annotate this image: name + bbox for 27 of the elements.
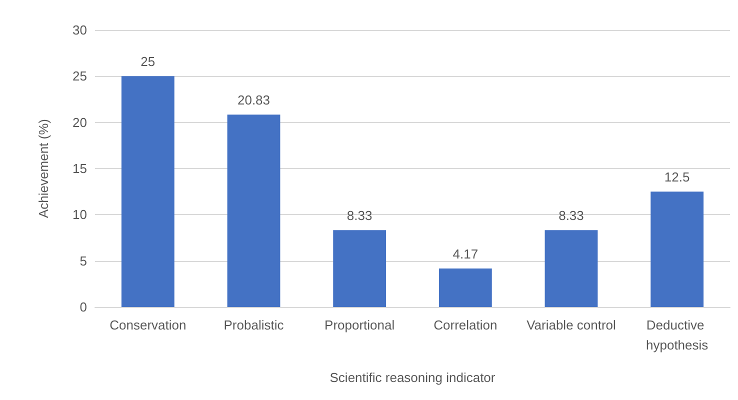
bar bbox=[544, 230, 598, 307]
y-tick-label: 30 bbox=[72, 22, 87, 38]
data-label: 8.33 bbox=[346, 208, 372, 224]
x-tick-label: Correlation bbox=[434, 318, 498, 332]
y-tick-label: 5 bbox=[80, 253, 87, 268]
x-tick-label: Conservation bbox=[110, 318, 186, 332]
bar bbox=[333, 230, 386, 307]
data-label: 12.5 bbox=[664, 170, 690, 185]
data-label: 8.33 bbox=[558, 208, 584, 224]
y-tick-label: 15 bbox=[72, 161, 87, 176]
bar bbox=[227, 114, 280, 307]
bar bbox=[438, 268, 492, 307]
y-tick-label: 20 bbox=[72, 114, 87, 130]
bar bbox=[121, 76, 174, 307]
y-axis-title: Achievement (%) bbox=[36, 119, 51, 218]
x-tick-label: Variable control bbox=[526, 318, 616, 332]
data-label: 4.17 bbox=[452, 246, 478, 262]
y-tick-label: 0 bbox=[80, 300, 87, 314]
bar bbox=[650, 192, 704, 307]
y-tick-label: 10 bbox=[72, 207, 87, 222]
data-label: 25 bbox=[140, 54, 156, 70]
x-tick-label: Proportional bbox=[324, 318, 395, 332]
x-tick-label: Probalistic bbox=[224, 318, 284, 332]
y-tick-label: 25 bbox=[72, 68, 87, 84]
x-tick-label: Deductive hypothesis bbox=[646, 318, 709, 352]
data-label: 20.83 bbox=[237, 92, 270, 108]
x-axis-title: Scientific reasoning indicator bbox=[330, 370, 496, 385]
